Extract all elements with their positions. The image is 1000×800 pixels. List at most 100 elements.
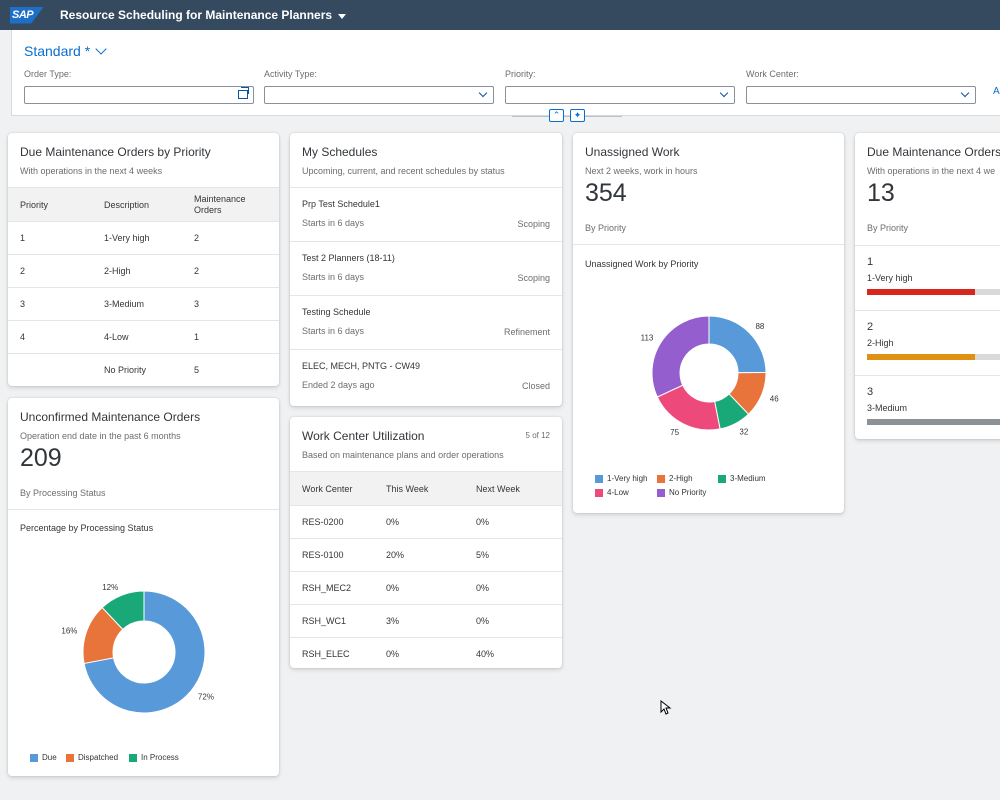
card-my-schedules[interactable]: My Schedules Upcoming, current, and rece… — [290, 133, 562, 406]
pin-header-button[interactable]: ✦ — [570, 109, 585, 122]
priority-table: Priority Description Maintenance Orders … — [8, 187, 279, 386]
kpi-value: 13 — [867, 179, 895, 207]
table-row[interactable]: 4 4-Low 1 — [8, 321, 279, 354]
table-header: Work Center This Week Next Week — [290, 471, 562, 506]
table-row[interactable]: RES-0100 20% 5% — [290, 539, 562, 572]
table-cell: RSH_ELEC — [302, 649, 350, 659]
table-row[interactable]: RSH_WC1 3% 0% — [290, 605, 562, 638]
schedule-item[interactable]: Prp Test Schedule1 Starts in 6 days Scopin… — [290, 188, 562, 242]
table-cell: 0% — [386, 517, 400, 527]
priority-select[interactable] — [505, 86, 735, 104]
legend-item-due: Due — [30, 753, 57, 762]
schedule-item[interactable]: Testing Schedule Starts in 6 days Refineme… — [290, 296, 562, 350]
table-row[interactable]: RSH_ELEC 0% 40% — [290, 638, 562, 668]
bar-item-priority-1: 1 1-Very high — [855, 245, 1000, 310]
card-unassigned-work[interactable]: Unassigned Work Next 2 weeks, work in ho… — [573, 133, 844, 513]
data-label: 113 — [641, 333, 654, 342]
table-cell: 0% — [476, 616, 490, 626]
table-cell: 3 — [20, 299, 26, 309]
schedule-status: Refinement — [503, 327, 550, 337]
schedule-date: Ended 2 days ago — [302, 380, 375, 390]
divider — [8, 509, 279, 510]
donut-chart-unassigned-priority: 88 46 32 75 113 — [641, 315, 779, 437]
data-label: 32 — [739, 428, 748, 437]
adapt-filters-link[interactable]: Ad — [993, 86, 1000, 97]
card-title: My Schedules — [302, 145, 378, 159]
schedule-item[interactable]: Test 2 Planners (18-11) Starts in 6 days S… — [290, 242, 562, 296]
chevron-down-icon — [95, 43, 107, 55]
dropdown-arrow-icon[interactable] — [719, 88, 729, 98]
donut-slice-due[interactable] — [83, 590, 206, 714]
table-row[interactable]: RSH_MEC2 0% 0% — [290, 572, 562, 605]
table-cell: RSH_WC1 — [302, 616, 347, 626]
mouse-cursor-icon — [660, 700, 672, 715]
card-due-orders-by-priority[interactable]: Due Maintenance Orders by Priority With … — [8, 133, 279, 386]
table-row[interactable]: RES-0200 0% 0% — [290, 506, 562, 539]
table-cell: 0% — [476, 517, 490, 527]
app-title: Resource Scheduling for Maintenance Plan… — [60, 8, 333, 22]
table-cell: 3-Medium — [104, 299, 145, 309]
table-cell: 3 — [194, 299, 200, 309]
sap-logo[interactable]: SAP — [10, 6, 44, 24]
filter-label: Priority: — [505, 69, 536, 79]
header-divider — [512, 116, 622, 117]
app-title-menu[interactable]: Resource Scheduling for Maintenance Plan… — [60, 8, 347, 22]
bar-track — [867, 419, 1000, 425]
table-cell: 4-Low — [104, 332, 129, 342]
legend-item-medium: 3-Medium — [718, 474, 766, 483]
work-center-select[interactable] — [746, 86, 976, 104]
legend-swatch — [657, 474, 665, 483]
value-help-icon[interactable] — [238, 87, 249, 99]
table-cell: 20% — [386, 550, 405, 560]
table-row[interactable]: 3 3-Medium 3 — [8, 288, 279, 321]
bar-item-priority-2: 2 2-High — [855, 310, 1000, 375]
legend-swatch — [595, 488, 603, 497]
activity-type-select[interactable] — [264, 86, 494, 104]
col-work-center: Work Center — [302, 483, 353, 494]
table-row[interactable]: No Priority 5 — [8, 354, 279, 386]
data-label: 75 — [670, 428, 679, 437]
table-cell: 5 — [194, 365, 200, 375]
card-work-center-utilization[interactable]: Work Center Utilization 5 of 12 Based on… — [290, 417, 562, 668]
col-next-week: Next Week — [476, 483, 520, 494]
col-this-week: This Week — [386, 483, 429, 494]
table-cell: RES-0100 — [302, 550, 344, 560]
table-cell: 0% — [476, 583, 490, 593]
table-cell: 3% — [386, 616, 400, 626]
table-row[interactable]: 1 1-Very high 2 — [8, 222, 279, 255]
filter-label: Activity Type: — [264, 69, 317, 79]
variant-selector[interactable]: Standard * — [24, 43, 107, 59]
legend-item-high: 2-High — [657, 474, 693, 483]
collapse-header-button[interactable]: ⌃ — [549, 109, 564, 122]
schedule-name: ELEC, MECH, PNTG - CW49 — [302, 361, 421, 371]
card-title: Unassigned Work — [585, 145, 680, 159]
kpi-dimension: By Priority — [867, 223, 909, 233]
schedule-item[interactable]: ELEC, MECH, PNTG - CW49 Ended 2 days ago C… — [290, 350, 562, 404]
dropdown-arrow-icon[interactable] — [960, 88, 970, 98]
data-label: 46 — [770, 395, 779, 404]
filter-order-type: Order Type: — [24, 69, 254, 104]
table-cell: 2 — [20, 266, 26, 276]
filter-bar: Standard * Order Type: Activity Type: Pr… — [11, 30, 1000, 116]
variant-label: Standard * — [24, 43, 91, 59]
donut-slice-no-priority[interactable] — [651, 315, 710, 398]
legend-item-in-process: In Process — [129, 753, 179, 762]
table-row[interactable]: 2 2-High 2 — [8, 255, 279, 288]
table-cell: 2 — [194, 266, 200, 276]
dropdown-arrow-icon[interactable] — [478, 88, 488, 98]
card-subtitle: With operations in the next 4 we — [867, 166, 996, 176]
kpi-dimension: By Priority — [585, 223, 627, 233]
legend-item-dispatched: Dispatched — [66, 753, 118, 762]
filter-activity-type: Activity Type: — [264, 69, 494, 104]
kpi-value: 354 — [585, 179, 627, 207]
card-due-maintenance-orders[interactable]: Due Maintenance Orders With operations i… — [855, 133, 1000, 439]
data-label: 12% — [102, 583, 118, 592]
schedule-status: Scoping — [517, 219, 550, 229]
legend-swatch — [657, 488, 665, 497]
order-type-input[interactable] — [24, 86, 254, 104]
card-unconfirmed-orders[interactable]: Unconfirmed Maintenance Orders Operation… — [8, 398, 279, 776]
legend-swatch — [66, 753, 74, 762]
kpi-value: 209 — [20, 444, 62, 472]
donut-slice-in-process[interactable] — [101, 590, 145, 631]
pin-icon: ✦ — [573, 110, 582, 120]
